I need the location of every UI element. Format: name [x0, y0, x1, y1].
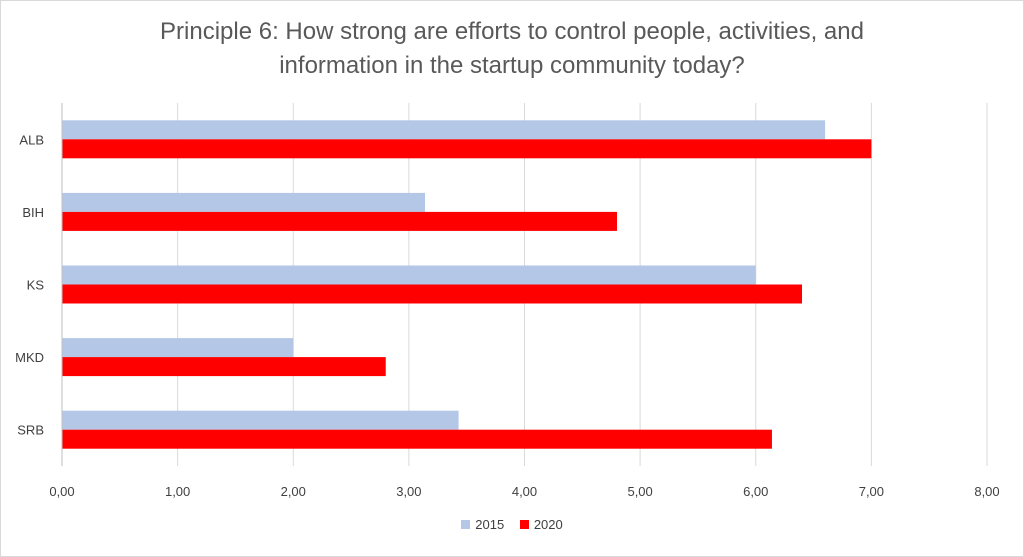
chart-title-line-2: information in the startup community tod…	[279, 52, 745, 79]
x-tick-label: 7,00	[859, 484, 884, 499]
legend: 2015 2020	[1, 517, 1023, 532]
bar-2020-srb	[62, 429, 772, 449]
x-tick-label: 8,00	[974, 484, 999, 499]
bar-2015-mkd	[62, 338, 294, 358]
legend-swatch-2020	[519, 520, 529, 529]
bar-2015-bih	[62, 192, 426, 212]
y-tick-label-alb: ALB	[19, 132, 44, 147]
x-tick-label: 0,00	[49, 484, 74, 499]
chart-title-line-1: Principle 6: How strong are efforts to c…	[160, 18, 864, 45]
bar-2015-alb	[62, 120, 826, 140]
chart-title: Principle 6: How strong are efforts to c…	[1, 15, 1023, 83]
x-tick-label: 1,00	[165, 484, 190, 499]
x-tick-label: 3,00	[396, 484, 421, 499]
bar-2015-srb	[62, 410, 459, 430]
x-tick-label: 6,00	[743, 484, 768, 499]
x-tick-label: 2,00	[281, 484, 306, 499]
bar-2020-bih	[62, 211, 617, 231]
bar-2020-ks	[62, 284, 802, 304]
x-tick-label: 5,00	[627, 484, 652, 499]
legend-label-2015: 2015	[475, 517, 505, 532]
legend-label-2020: 2020	[533, 517, 563, 532]
y-tick-label-ks: KS	[27, 278, 45, 293]
y-tick-label-bih: BIH	[22, 205, 44, 220]
legend-item-2020: 2020	[519, 517, 563, 532]
x-tick-label: 4,00	[512, 484, 537, 499]
legend-item-2015: 2015	[461, 517, 504, 532]
bar-2015-ks	[62, 265, 756, 285]
bar-2020-alb	[62, 139, 872, 159]
legend-swatch-2015	[461, 520, 471, 529]
y-tick-label-srb: SRB	[17, 423, 44, 438]
bar-2020-mkd	[62, 357, 386, 377]
y-tick-label-mkd: MKD	[15, 350, 44, 365]
